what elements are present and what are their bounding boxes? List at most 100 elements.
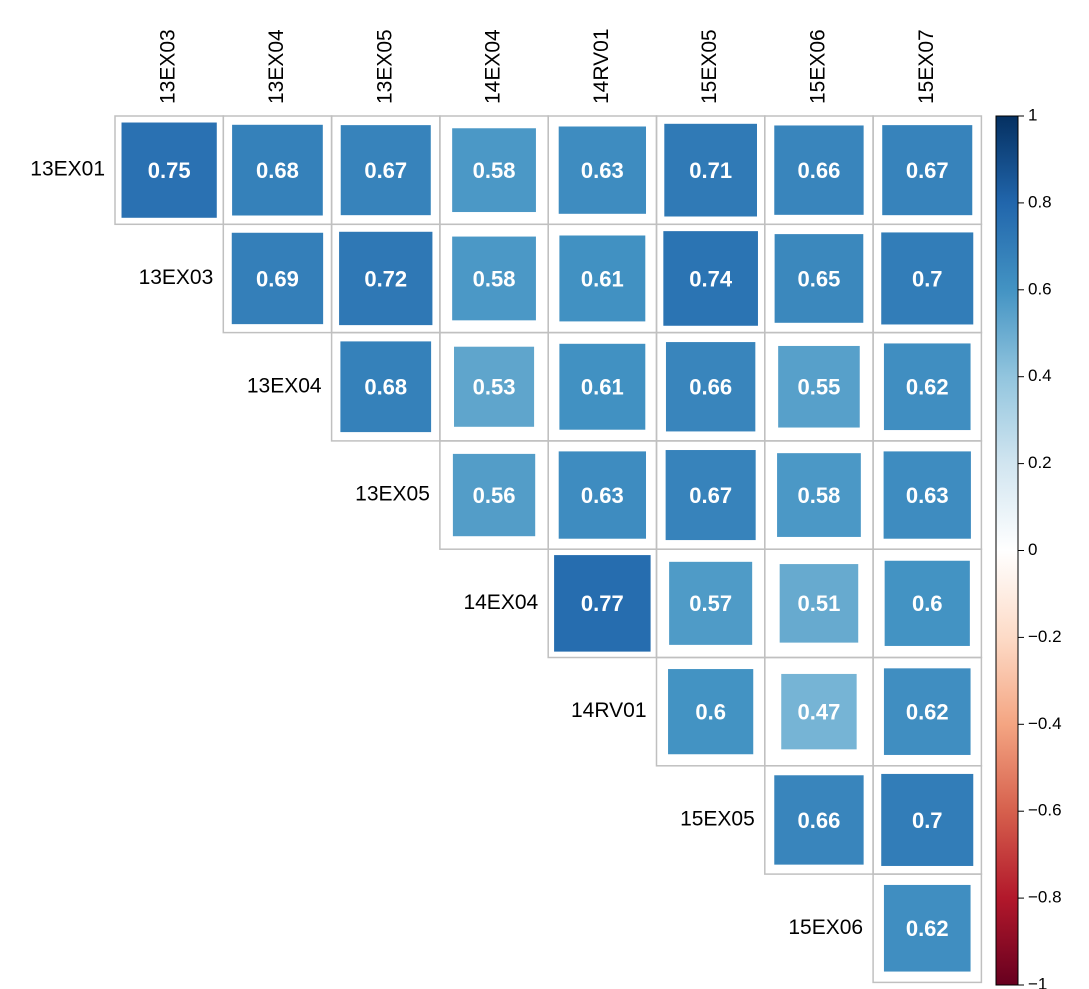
cell-square <box>884 560 970 646</box>
value-label: 0.63 <box>906 483 949 508</box>
value-label: 0.63 <box>581 158 624 183</box>
cell-square <box>774 125 864 215</box>
value-label: 0.63 <box>581 483 624 508</box>
value-label: 0.65 <box>798 266 841 291</box>
value-label: 0.68 <box>256 158 299 183</box>
cell-square <box>558 126 647 214</box>
value-label: 0.62 <box>906 916 949 941</box>
column-label: 13EX04 <box>265 29 288 104</box>
row-label: 15EX06 <box>788 916 863 939</box>
column-label: 13EX03 <box>157 29 180 104</box>
color-bar-label: −0.6 <box>1028 801 1062 820</box>
value-label: 0.61 <box>581 375 624 400</box>
cell-square <box>777 453 861 537</box>
cell-square <box>452 128 536 213</box>
column-label: 14EX04 <box>482 29 505 104</box>
value-label: 0.66 <box>689 375 732 400</box>
cell-square <box>121 122 217 218</box>
cell-square <box>663 231 758 326</box>
row-label: 13EX01 <box>30 158 105 181</box>
value-label: 0.7 <box>912 266 943 291</box>
cell-square <box>665 450 756 541</box>
column-label: 14RV01 <box>590 28 613 104</box>
value-label: 0.56 <box>473 483 516 508</box>
cell-square <box>781 673 857 750</box>
color-bar-label: 0 <box>1028 540 1037 559</box>
row-label: 15EX05 <box>680 807 755 830</box>
color-bar <box>995 115 1019 986</box>
row-label: 14RV01 <box>571 699 647 722</box>
value-label: 0.62 <box>906 375 949 400</box>
value-label: 0.51 <box>798 591 841 616</box>
color-bar-label: 0.4 <box>1028 366 1052 385</box>
value-label: 0.58 <box>798 483 841 508</box>
color-bar-label: −0.8 <box>1028 888 1062 907</box>
value-label: 0.66 <box>798 808 841 833</box>
value-label: 0.58 <box>473 266 516 291</box>
value-label: 0.66 <box>798 158 841 183</box>
cell-square <box>881 773 974 866</box>
color-bar-label: −0.2 <box>1028 627 1062 646</box>
cell-square <box>452 453 536 537</box>
value-label: 0.71 <box>689 158 732 183</box>
cell-square <box>665 342 756 432</box>
cell-square <box>559 235 646 322</box>
color-bar-label: 0.6 <box>1028 279 1052 298</box>
value-label: 0.75 <box>148 158 191 183</box>
cell-square <box>883 884 971 972</box>
cell-square <box>664 123 757 217</box>
cell-square <box>554 555 651 652</box>
cell-square <box>883 343 971 431</box>
color-bar-label: −1 <box>1028 974 1047 989</box>
row-label: 14EX04 <box>463 591 538 614</box>
cell-square <box>559 343 646 430</box>
cell-square <box>669 561 753 645</box>
cell-square <box>558 451 647 539</box>
color-bar-label: 1 <box>1028 105 1037 124</box>
value-label: 0.58 <box>473 158 516 183</box>
cell-square <box>339 231 433 326</box>
value-label: 0.69 <box>256 266 299 291</box>
cell-square <box>340 341 432 433</box>
cell-square <box>774 775 864 865</box>
value-label: 0.68 <box>364 375 407 400</box>
column-label: 15EX05 <box>698 29 721 104</box>
value-label: 0.77 <box>581 591 624 616</box>
cell-square <box>779 564 859 643</box>
value-label: 0.55 <box>798 375 841 400</box>
value-label: 0.6 <box>912 591 943 616</box>
row-label: 13EX03 <box>139 266 214 289</box>
cell-square <box>882 125 973 216</box>
value-label: 0.47 <box>798 699 841 724</box>
color-bar-label: −0.4 <box>1028 714 1062 733</box>
value-label: 0.72 <box>364 266 407 291</box>
value-label: 0.67 <box>364 158 407 183</box>
value-label: 0.67 <box>689 483 732 508</box>
value-label: 0.57 <box>689 591 732 616</box>
cell-square <box>778 345 860 428</box>
value-label: 0.74 <box>689 266 733 291</box>
cell-square <box>232 124 323 216</box>
cell-square <box>668 669 754 755</box>
value-label: 0.6 <box>695 699 726 724</box>
column-label: 15EX06 <box>806 29 829 104</box>
cell-square <box>881 232 974 325</box>
column-label: 15EX07 <box>915 29 938 104</box>
cell-square <box>883 451 971 539</box>
row-label: 13EX04 <box>247 374 322 397</box>
color-bar-label: 0.2 <box>1028 453 1052 472</box>
cell-square <box>340 125 431 216</box>
color-bar-label: 0.8 <box>1028 192 1052 211</box>
cell-square <box>231 232 324 325</box>
cell-border <box>872 873 983 984</box>
value-label: 0.67 <box>906 158 949 183</box>
value-label: 0.7 <box>912 808 943 833</box>
value-label: 0.53 <box>473 375 516 400</box>
column-label: 13EX05 <box>373 29 396 104</box>
value-label: 0.62 <box>906 699 949 724</box>
cell-square <box>454 346 535 427</box>
cell-square <box>452 236 536 321</box>
row-label: 13EX05 <box>355 483 430 506</box>
cell-square <box>774 234 864 323</box>
